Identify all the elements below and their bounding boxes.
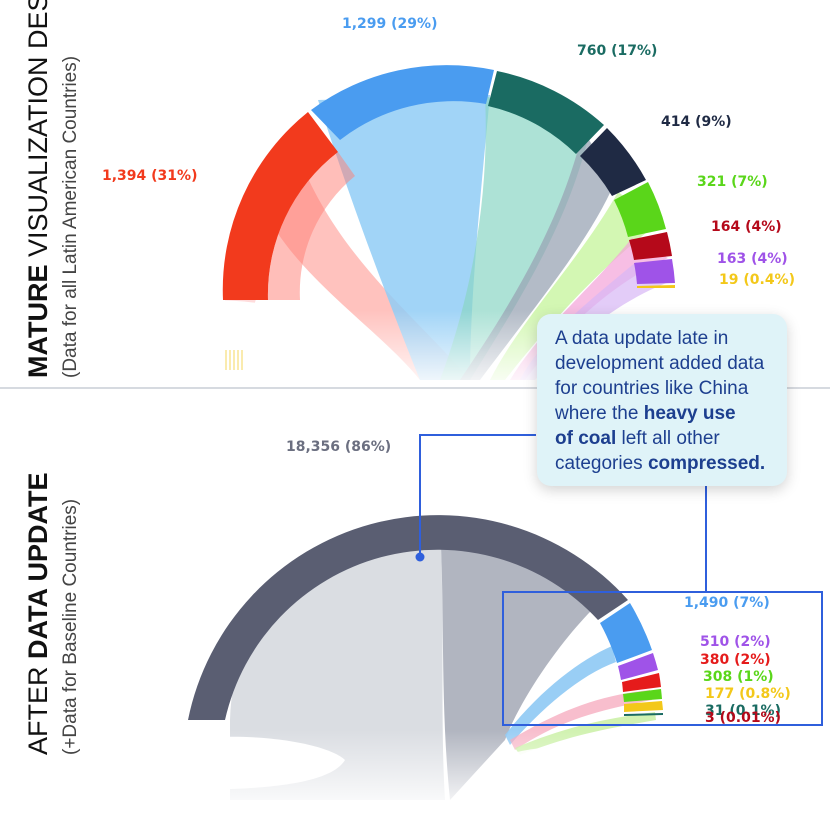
bottom-label-purple: 510 (2%)	[700, 634, 771, 650]
callout-dot	[415, 552, 425, 562]
top-label-navy: 414 (9%)	[661, 114, 732, 130]
callout-line-6: categories compressed.	[555, 453, 766, 474]
top-label-teal: 760 (17%)	[577, 43, 657, 59]
bottom-arc-grey	[188, 515, 628, 720]
top-subtitle: (Data for all Latin American Countries)	[60, 56, 81, 378]
bottom-title: AFTER DATA UPDATE	[23, 473, 53, 756]
bottom-arc-red	[622, 673, 661, 692]
bottom-label-blue: 1,490 (7%)	[684, 595, 770, 611]
callout-line-4: where the heavy use	[555, 403, 736, 424]
top-side-subtitle: (Data for all Latin American Countries)	[60, 56, 81, 378]
top-label-darkred: 164 (4%)	[711, 219, 782, 235]
top-arc-yellow	[637, 285, 676, 288]
bottom-label-green: 308 (1%)	[703, 669, 774, 685]
bottom-arc-purple	[618, 653, 658, 680]
top-arc-green	[614, 182, 666, 237]
bottom-value-labels: 18,356 (86%) 1,490 (7%) 510 (2%) 380 (2%…	[286, 439, 791, 726]
top-chord-teal	[440, 96, 590, 380]
bottom-label-teal: 31 (0.1%)	[705, 703, 781, 719]
top-arc-navy	[580, 128, 646, 196]
top-arc-darkred	[629, 232, 672, 260]
top-chord-navy	[460, 130, 615, 380]
bottom-side-title: AFTER DATA UPDATE	[23, 473, 53, 756]
callout-line-5: of coal left all other	[555, 428, 720, 449]
top-arc-blue	[311, 65, 494, 140]
bottom-label-grey: 18,356 (86%)	[286, 439, 391, 455]
zoom-highlight-box	[502, 591, 823, 726]
bottom-chord-colors	[510, 690, 652, 750]
bottom-side-subtitle: (+Data for Baseline Countries)	[60, 499, 81, 755]
top-label-green: 321 (7%)	[697, 174, 768, 190]
bottom-arc-teal	[624, 713, 664, 716]
bottom-arc-yellow	[624, 701, 663, 712]
callout-connector-left	[419, 434, 536, 557]
top-label-purple: 163 (4%)	[717, 251, 788, 267]
bottom-arc-blue	[600, 603, 652, 663]
callout-line-1: A data update late in	[555, 328, 729, 349]
bottom-chord-diagram	[150, 515, 710, 814]
top-label-red: 1,394 (31%)	[102, 168, 197, 184]
callout-line-3: for countries like China	[555, 378, 749, 399]
top-value-labels: 1,394 (31%) 1,299 (29%) 760 (17%) 414 (9…	[102, 16, 795, 288]
bottom-label-red: 380 (2%)	[700, 652, 771, 668]
top-title: MATURE VISUALIZATION DESIGN	[23, 0, 53, 378]
top-arc-red	[222, 112, 338, 300]
top-arc-purple	[634, 259, 675, 284]
top-chord-blue	[318, 95, 490, 380]
callout-line-2: development added data	[555, 353, 765, 374]
bottom-label-yellow: 177 (0.8%)	[705, 686, 791, 702]
bottom-label-darkred: 3 (0.01%)	[705, 710, 781, 726]
top-side-title: MATURE VISUALIZATION DESIGN	[23, 0, 53, 378]
top-label-yellow: 19 (0.4%)	[719, 272, 795, 288]
top-arc-teal	[488, 71, 604, 154]
bottom-arc-green	[623, 689, 662, 702]
top-chord-diagram	[200, 65, 700, 390]
annotation-callout: A data update late in development added …	[537, 314, 787, 486]
top-faint-stripes	[225, 350, 243, 370]
bottom-subtitle: (+Data for Baseline Countries)	[60, 499, 81, 755]
bottom-chord-blue	[505, 646, 616, 745]
top-label-blue: 1,299 (29%)	[342, 16, 437, 32]
bottom-fade	[150, 730, 710, 814]
top-arc-red-inner	[267, 152, 355, 300]
